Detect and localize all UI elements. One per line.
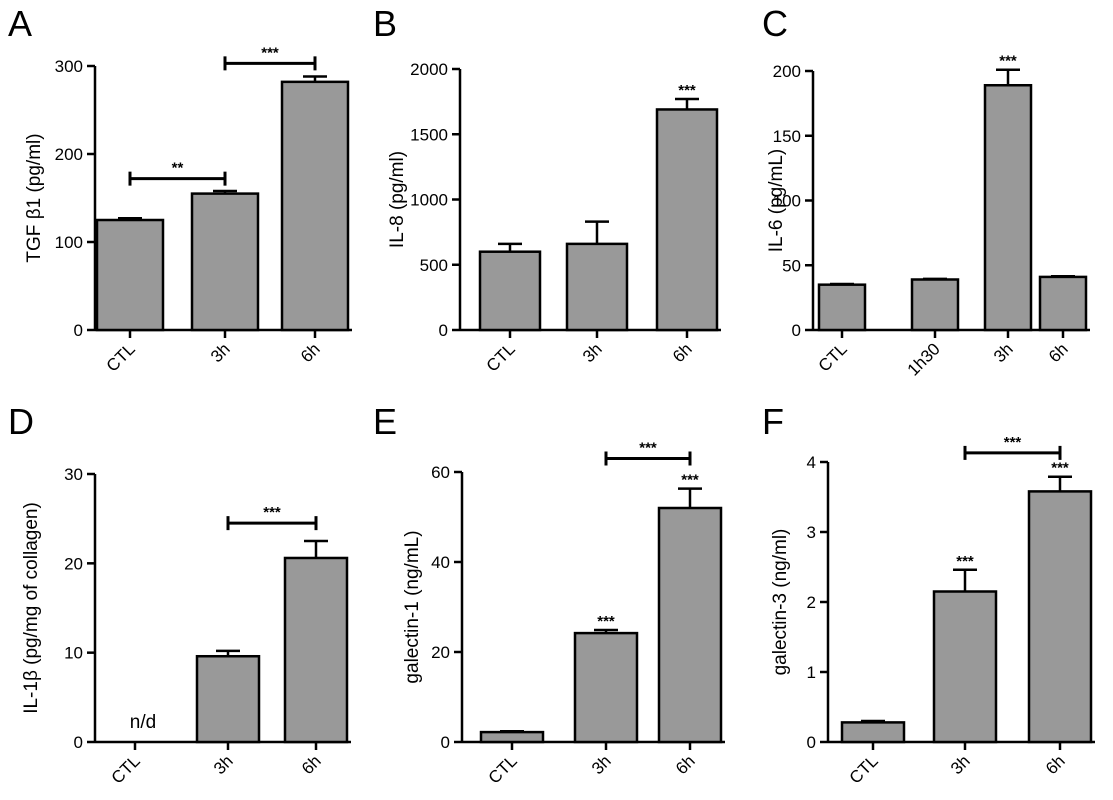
panel-c-y-tick-label: 50: [782, 256, 801, 275]
panel-b-bar: [478, 250, 542, 332]
panel-c-bar: [910, 278, 960, 332]
panel-d-y-tick-label: 0: [74, 733, 83, 752]
panel-b-category-label: 3h: [579, 339, 606, 366]
panel-f-bar: [840, 721, 906, 744]
panel-d-letter: D: [8, 401, 34, 442]
panel-c-bar: [817, 283, 867, 332]
panel-c-y-tick-label: 100: [773, 192, 801, 211]
panel-f-y-tick-label: 0: [807, 733, 816, 752]
panel-d-bar: [283, 556, 349, 744]
panel-e-y-tick-label: 60: [431, 463, 450, 482]
panel-f-y-label: galectin-3 (ng/ml): [770, 529, 791, 676]
panel-e-bar: [479, 730, 545, 744]
panel-a-y-tick-label: 300: [55, 57, 83, 76]
panel-c-bar-annotation: ***: [999, 53, 1017, 70]
panel-e-bar-annotation: ***: [597, 613, 615, 630]
panel-f-letter: F: [762, 401, 784, 442]
panel-b-bar: [655, 108, 719, 332]
panel-e-y-tick-label: 40: [431, 553, 450, 572]
panel-c-category-label: CTL: [815, 339, 851, 375]
panel-e-category-label: 3h: [588, 751, 615, 778]
panel-a-category-label: CTL: [103, 339, 139, 375]
panel-b-category-label: CTL: [483, 339, 519, 375]
panel-d-y-tick-label: 30: [64, 465, 83, 484]
panel-d-category-label: CTL: [108, 751, 144, 787]
panel-a-bracket-label: **: [172, 160, 184, 177]
panel-e-y-tick-label: 20: [431, 643, 450, 662]
panel-a-y-tick-label: 100: [55, 233, 83, 252]
panel-f-y-tick-label: 4: [807, 453, 816, 472]
panel-a-letter: A: [8, 3, 32, 44]
panel-b-bar: [565, 242, 629, 332]
panel-e-bar: [573, 631, 639, 744]
panel-f-category-label: 3h: [947, 751, 974, 778]
panel-d-category-label: 6h: [298, 751, 325, 778]
panel-e-bar: [657, 506, 723, 744]
panel-a-bar: [190, 192, 260, 332]
panel-c-letter: C: [762, 3, 788, 44]
panel-d-bracket-label: ***: [263, 504, 281, 521]
panel-d-y-label: IL-1β (pg/mg of collagen): [21, 502, 42, 714]
panel-f-category-label: CTL: [846, 751, 882, 787]
panel-c-bar: [983, 83, 1033, 332]
panel-c-y-tick-label: 150: [773, 127, 801, 146]
panel-e-bracket-label: ***: [639, 440, 657, 457]
panel-e-bar-annotation: ***: [681, 472, 699, 489]
panel-c-category-label: 6h: [1045, 339, 1072, 366]
panel-e-y-tick-label: 0: [441, 733, 450, 752]
panel-d-bar-annotation: n/d: [130, 712, 156, 733]
panel-b-y-tick-label: 1000: [410, 191, 448, 210]
panel-a-y-label: TGF β1 (pg/ml): [24, 133, 45, 262]
panel-b-y-tick-label: 1500: [410, 125, 448, 144]
panel-a-y-tick-label: 200: [55, 145, 83, 164]
panel-b-y-label: IL-8 (pg/ml): [387, 151, 408, 248]
panel-e-category-label: CTL: [485, 751, 521, 787]
panel-c-bar: [1038, 275, 1088, 332]
panel-d-bar: [195, 654, 261, 744]
panel-f-bar-annotation: ***: [1051, 460, 1069, 477]
panel-f-y-tick-label: 2: [807, 593, 816, 612]
panel-f-bracket-label: ***: [1004, 434, 1022, 451]
panel-f-y-tick-label: 3: [807, 523, 816, 542]
panel-d-y-tick-label: 20: [64, 554, 83, 573]
panel-c-y-tick-label: 200: [773, 62, 801, 81]
panel-a-bar: [95, 218, 165, 332]
panel-e-letter: E: [373, 401, 397, 442]
panel-c-category-label: 1h30: [904, 339, 944, 379]
panel-d-category-label: 3h: [210, 751, 237, 778]
panel-a-bracket-label: ***: [261, 44, 279, 61]
panel-f-bar-annotation: ***: [956, 553, 974, 570]
panel-d-y-tick-label: 10: [64, 644, 83, 663]
panel-f-bar: [932, 590, 998, 744]
panel-b-letter: B: [373, 3, 397, 44]
panel-f-category-label: 6h: [1042, 751, 1069, 778]
panel-a-bar: [280, 80, 350, 332]
panel-f-y-tick-label: 1: [807, 663, 816, 682]
panel-c-category-label: 3h: [990, 339, 1017, 366]
panel-c-y-tick-label: 0: [792, 321, 801, 340]
panel-b-y-tick-label: 500: [420, 256, 448, 275]
panel-a-category-label: 3h: [207, 339, 234, 366]
panel-b-bar-annotation: ***: [678, 82, 696, 99]
panel-a-category-label: 6h: [297, 339, 324, 366]
panel-e-y-label: galectin-1 (ng/mL): [402, 530, 423, 683]
panel-e-category-label: 6h: [672, 751, 699, 778]
panel-b-y-tick-label: 2000: [410, 60, 448, 79]
panel-a-y-tick-label: 0: [74, 321, 83, 340]
panel-b-y-tick-label: 0: [439, 321, 448, 340]
panel-c-y-label: IL-6 (pg/mL): [766, 149, 787, 252]
panel-b-category-label: 6h: [669, 339, 696, 366]
panel-f-bar: [1027, 490, 1093, 744]
